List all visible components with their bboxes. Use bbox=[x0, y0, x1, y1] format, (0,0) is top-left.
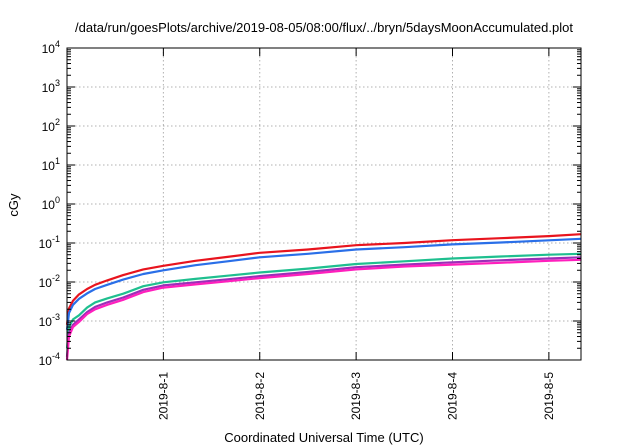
x-tick-label: 2019-8-2 bbox=[253, 372, 267, 420]
y-axis: 10-4 10-3 10-2 10-1 100 101 102 103 104 bbox=[39, 39, 581, 368]
grid bbox=[67, 48, 581, 360]
y-tick-label: 102 bbox=[42, 117, 60, 134]
series-line-3 bbox=[65, 252, 582, 349]
x-tick-label: 2019-8-3 bbox=[349, 372, 363, 420]
series-line-4 bbox=[65, 256, 582, 357]
series-line-2 bbox=[65, 237, 582, 330]
y-tick-label: 103 bbox=[42, 78, 60, 95]
chart-title: /data/run/goesPlots/archive/2019-08-05/0… bbox=[75, 20, 573, 35]
y-tick-label: 100 bbox=[42, 195, 60, 212]
series-layer bbox=[65, 233, 582, 361]
x-tick-label: 2019-8-4 bbox=[446, 372, 460, 420]
y-tick-label: 10-4 bbox=[39, 351, 60, 368]
y-tick-label: 10-1 bbox=[39, 234, 60, 251]
y-tick-label: 10-3 bbox=[39, 312, 60, 329]
x-tick-label: 2019-8-1 bbox=[156, 372, 170, 420]
series-line-5 bbox=[65, 258, 582, 361]
y-tick-label: 101 bbox=[42, 156, 60, 173]
y-tick-label: 10-2 bbox=[39, 273, 60, 290]
x-tick-label: 2019-8-5 bbox=[542, 372, 556, 420]
series-line-1 bbox=[65, 233, 582, 325]
x-axis: 2019-8-1 2019-8-2 2019-8-3 2019-8-4 2019-8-5 bbox=[156, 48, 556, 420]
x-axis-label: Coordinated Universal Time (UTC) bbox=[224, 430, 423, 445]
y-tick-label: 104 bbox=[42, 39, 60, 56]
y-axis-label: cGy bbox=[6, 193, 21, 217]
